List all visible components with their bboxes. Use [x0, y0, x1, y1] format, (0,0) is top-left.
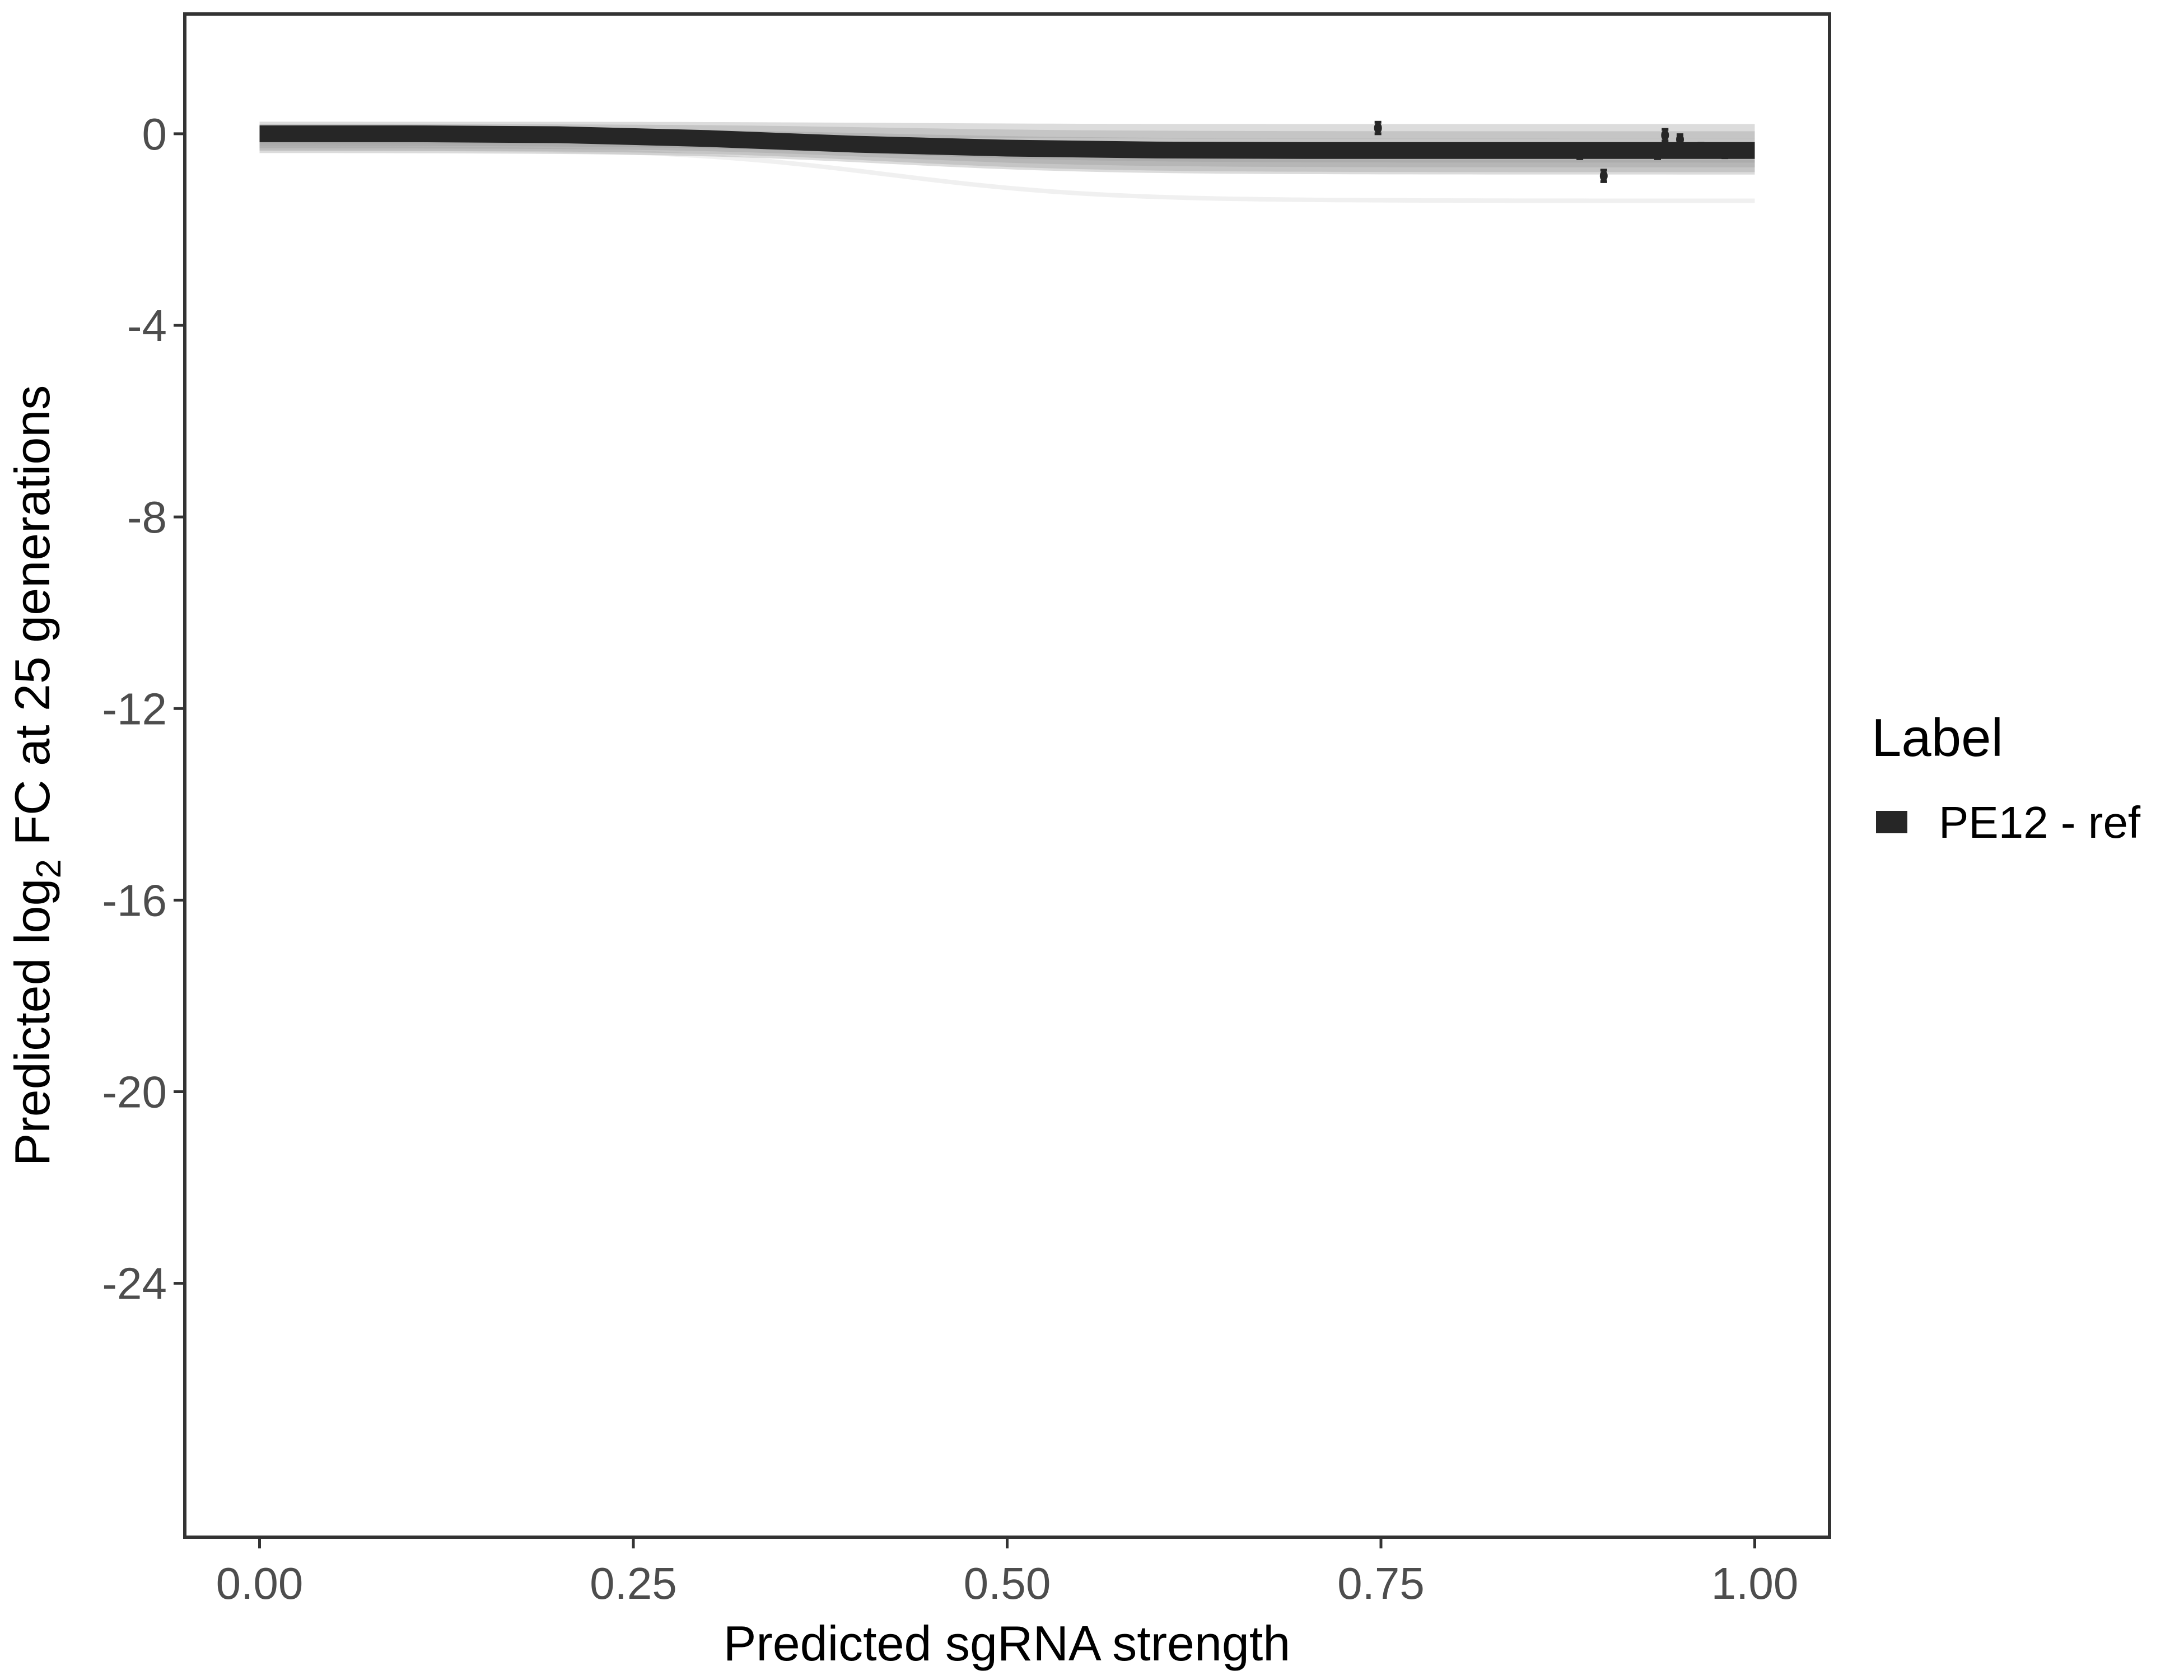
data-point	[1374, 120, 1382, 136]
data-point	[1599, 169, 1608, 183]
legend: Label PE12 - ref	[1872, 708, 2141, 847]
sample-curve	[259, 136, 1755, 172]
data-point	[1676, 133, 1684, 146]
curves-layer	[259, 122, 1755, 203]
y-tick-label: 0	[142, 109, 167, 159]
points-layer	[1374, 120, 1729, 183]
y-tick-label: -8	[127, 492, 167, 542]
data-point	[1721, 146, 1729, 160]
x-axis: 0.00 0.25 0.50 0.75 1.00	[216, 1537, 1799, 1608]
x-tick-label: 0.00	[216, 1558, 304, 1608]
main-curve-pe12-ref	[259, 125, 1755, 159]
data-point	[1661, 128, 1669, 143]
y-tick-label: -12	[102, 684, 167, 734]
legend-title: Label	[1872, 708, 2003, 768]
x-tick-label: 0.25	[590, 1558, 677, 1608]
data-point	[1653, 146, 1662, 160]
y-axis: 0 -4 -8 -12 -16 -20 -24	[102, 109, 185, 1309]
plot-panel-border	[183, 12, 1831, 1539]
sample-curve	[259, 138, 1755, 175]
y-tick-label: -16	[102, 875, 167, 925]
sample-curve	[259, 146, 1755, 203]
x-tick-label: 1.00	[1711, 1558, 1799, 1608]
legend-label-pe12-ref: PE12 - ref	[1939, 797, 2141, 847]
data-point	[1576, 146, 1584, 160]
data-point	[1697, 142, 1705, 155]
x-axis-title: Predicted sgRNA strength	[724, 1616, 1291, 1671]
y-axis-title: Predicted log2 FC at 25 generations	[4, 385, 68, 1166]
y-tick-label: -20	[102, 1067, 167, 1117]
x-tick-label: 0.50	[964, 1558, 1051, 1608]
y-tick-label: -24	[102, 1259, 167, 1309]
x-tick-label: 0.75	[1337, 1558, 1425, 1608]
y-tick-label: -4	[127, 301, 167, 351]
legend-key-pe12-ref	[1876, 811, 1907, 833]
